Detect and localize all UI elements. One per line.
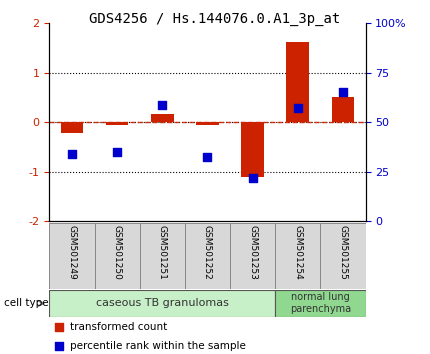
Point bbox=[69, 152, 76, 157]
Point bbox=[55, 343, 62, 349]
Text: GSM501255: GSM501255 bbox=[338, 225, 347, 280]
Text: GSM501250: GSM501250 bbox=[113, 225, 122, 280]
Text: GSM501254: GSM501254 bbox=[293, 225, 302, 280]
Text: caseous TB granulomas: caseous TB granulomas bbox=[96, 298, 229, 308]
Bar bbox=[61, 122, 83, 133]
Bar bbox=[241, 122, 264, 177]
Bar bbox=[332, 97, 354, 122]
Point bbox=[249, 175, 256, 181]
Bar bbox=[230, 223, 275, 289]
Bar bbox=[275, 290, 366, 317]
Text: GSM501249: GSM501249 bbox=[68, 225, 77, 280]
Bar bbox=[49, 290, 275, 317]
Point bbox=[159, 102, 166, 108]
Text: GSM501251: GSM501251 bbox=[158, 225, 167, 280]
Point bbox=[55, 324, 62, 330]
Bar bbox=[106, 122, 129, 125]
Point bbox=[339, 90, 346, 95]
Bar bbox=[151, 114, 174, 122]
Text: GSM501252: GSM501252 bbox=[203, 225, 212, 280]
Text: cell type: cell type bbox=[4, 298, 49, 308]
Bar bbox=[49, 223, 95, 289]
Text: GDS4256 / Hs.144076.0.A1_3p_at: GDS4256 / Hs.144076.0.A1_3p_at bbox=[89, 12, 341, 27]
Text: normal lung
parenchyma: normal lung parenchyma bbox=[290, 292, 351, 314]
Text: transformed count: transformed count bbox=[70, 322, 167, 332]
Point bbox=[294, 105, 301, 111]
Bar bbox=[95, 223, 140, 289]
Bar bbox=[286, 42, 309, 122]
Point bbox=[204, 154, 211, 160]
Bar bbox=[320, 223, 366, 289]
Bar bbox=[140, 223, 185, 289]
Bar bbox=[275, 223, 320, 289]
Text: GSM501253: GSM501253 bbox=[248, 225, 257, 280]
Bar bbox=[185, 223, 230, 289]
Text: percentile rank within the sample: percentile rank within the sample bbox=[70, 341, 246, 351]
Point bbox=[114, 149, 120, 155]
Bar bbox=[196, 122, 219, 125]
